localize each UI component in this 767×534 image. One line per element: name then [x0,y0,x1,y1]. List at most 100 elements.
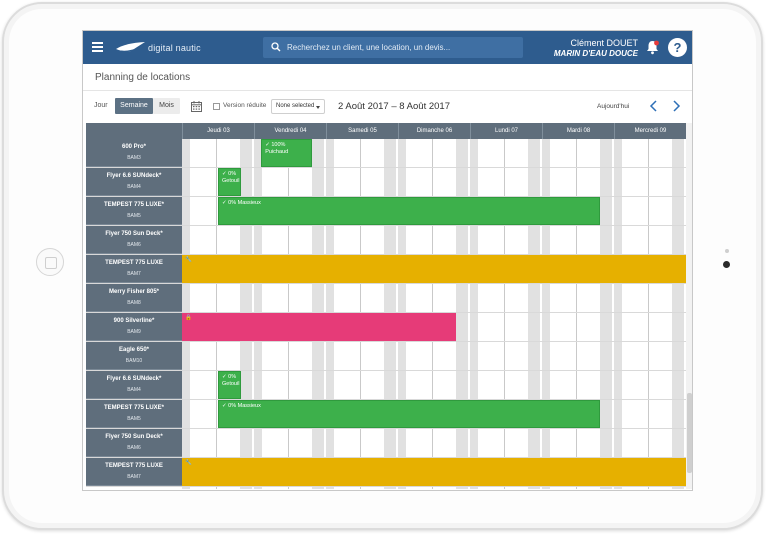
resource-row[interactable]: Flyer 750 Sun Deck* BAM6 [86,226,686,255]
user-name[interactable]: Clément DOUET [570,38,638,48]
resource-label[interactable]: 900 Silverline* BAM9 [86,313,182,341]
resource-row[interactable]: Flyer 6.6 SUNdeck* BAM4 [86,371,686,400]
resource-code: BAM6 [127,242,141,248]
resource-label[interactable]: 600 Pro* BAM3 [86,139,182,167]
resource-code: BAM7 [127,474,141,480]
search-bar[interactable] [263,37,523,58]
resource-label[interactable]: TEMPEST 775 LUXE BAM7 [86,458,182,486]
resource-code: BAM10 [125,358,143,364]
search-input[interactable] [287,40,517,55]
booking-block[interactable]: 🔧 [182,458,686,486]
resource-name: Flyer 6.6 SUNdeck* [106,173,162,179]
resource-label[interactable]: TEMPEST 775 LUXE* BAM5 [86,197,182,225]
chevron-right-icon[interactable] [671,100,681,112]
menu-icon[interactable] [92,42,103,52]
resource-code: BAM4 [127,387,141,393]
resource-label[interactable]: TEMPEST 775 LUXE BAM7 [86,255,182,283]
brand-name: digital nautic [148,43,201,53]
view-week-button[interactable]: Semaine [115,98,153,114]
reduced-version-label: Version réduite [223,102,267,109]
resource-code: BAM4 [127,184,141,190]
closed-hours-band [614,139,622,489]
scrollbar-thumb[interactable] [687,393,692,473]
grid-line [576,139,577,489]
day-header: Mardi 08 [542,123,614,139]
help-icon[interactable]: ? [668,38,687,57]
bell-icon[interactable] [646,40,659,55]
camera-dot [723,261,730,268]
resource-label[interactable]: Flyer 750 Sun Deck* BAM6 [86,226,182,254]
view-day-button[interactable]: Jour [94,102,108,109]
resource-name: 600 Pro* [121,144,146,150]
resource-label[interactable]: Flyer 6.6 SUNdeck* BAM4 [86,168,182,196]
today-button[interactable]: Aujourd'hui [597,103,630,110]
day-header: Lundi 07 [470,123,542,139]
resource-name: TEMPEST 775 LUXE [105,260,163,266]
day-header: Vendredi 04 [254,123,326,139]
view-month-button[interactable]: Mois [153,98,180,114]
resource-code: BAM5 [127,416,141,422]
resource-row[interactable]: TEMPEST 775 LUXE* BAM5 [86,197,686,226]
planning-grid: Jeudi 03 Vendredi 04 Samedi 05 Dimanche 06 L… [86,123,686,489]
date-range: 2 Août 2017 – 8 Août 2017 [338,101,450,112]
home-button[interactable] [36,248,64,276]
resource-name: TEMPEST 775 LUXE* [103,202,165,208]
resource-row[interactable]: Merry Fisher 805* BAM8 [86,284,686,313]
resource-name: TEMPEST 775 LUXE* [103,405,165,411]
planning-toolbar: Jour Semaine Mois Version réduite None s… [83,91,692,123]
booking-block[interactable]: ✓ 0% Getouil [218,168,242,196]
user-company: MARIN D'EAU DOUCE [553,49,638,58]
day-header: Samedi 05 [326,123,398,139]
reduced-version-checkbox[interactable] [213,103,220,110]
chevron-left-icon[interactable] [649,100,659,112]
caret-down-icon [316,106,320,109]
calendar-icon[interactable] [191,101,202,112]
resource-label[interactable]: Flyer 750 Sun Deck* BAM6 [86,429,182,457]
resource-label[interactable]: Flyer 6.6 SUNdeck* BAM4 [86,371,182,399]
booking-block[interactable]: ✓ 0% Massieux [218,197,600,225]
closed-hours-band [470,139,478,489]
page-header: Planning de locations [83,64,692,91]
day-header: Dimanche 06 [398,123,470,139]
grid-line [648,139,649,489]
booking-block[interactable]: 🔒 [182,313,456,341]
page-title: Planning de locations [95,72,191,83]
resource-name: TEMPEST 775 LUXE [105,463,163,469]
booking-block[interactable]: 🔧 [182,255,686,283]
scrollbar[interactable] [686,123,692,489]
resource-label[interactable]: Eagle 650* BAM10 [86,342,182,370]
day-header: Mercredi 09 [614,123,686,139]
sensor-dot [725,249,729,253]
closed-hours-band [542,139,550,489]
booking-block[interactable]: ✓ 0% Massieux [218,400,600,428]
boat-logo-icon [116,42,145,52]
booking-block[interactable]: ✓ 100% Puichaud [261,139,312,167]
resource-name: Merry Fisher 805* [108,289,160,295]
resource-filter-dropdown[interactable]: None selected [271,99,325,114]
resource-name: 900 Silverline* [113,318,155,324]
resource-row[interactable]: TEMPEST 775 LUXE BAM7 [86,255,686,284]
resource-row[interactable]: 600 Pro* BAM3 [86,139,686,168]
days-header: Jeudi 03 Vendredi 04 Samedi 05 Dimanche 06 L… [86,123,686,139]
search-icon [271,42,281,52]
resource-code: BAM3 [127,155,141,161]
resource-name: Flyer 750 Sun Deck* [105,231,163,237]
resource-row[interactable]: 900 Silverline* BAM9 [86,313,686,342]
resource-row[interactable]: TEMPEST 775 LUXE BAM7 [86,458,686,487]
resource-row[interactable]: Flyer 6.6 SUNdeck* BAM4 [86,168,686,197]
grid-line [504,139,505,489]
resource-name: Flyer 750 Sun Deck* [105,434,163,440]
resource-name: Flyer 6.6 SUNdeck* [106,376,162,382]
resource-code: BAM5 [127,213,141,219]
resource-name: Eagle 650* [118,347,150,353]
resource-code: BAM7 [127,271,141,277]
resource-label[interactable]: Merry Fisher 805* BAM8 [86,284,182,312]
resource-row[interactable]: TEMPEST 775 LUXE* BAM5 [86,400,686,429]
closed-hours-band [600,139,612,489]
resource-row[interactable]: Eagle 650* BAM10 [86,342,686,371]
top-navbar: digital nautic Clément DOUET MARIN D'EAU… [83,31,692,64]
booking-block[interactable]: ✓ 0% Getouil [218,371,242,399]
resource-label[interactable]: TEMPEST 775 LUXE* BAM5 [86,400,182,428]
resource-row[interactable]: Flyer 750 Sun Deck* BAM6 [86,429,686,458]
day-header: Jeudi 03 [182,123,254,139]
